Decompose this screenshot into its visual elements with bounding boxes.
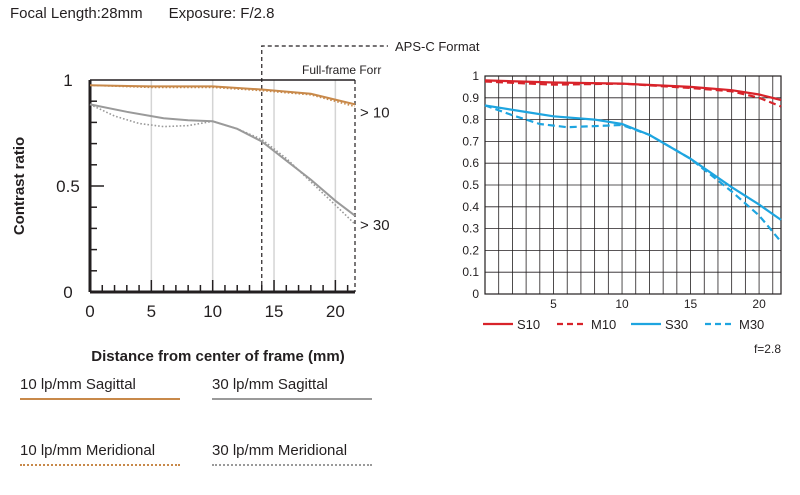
x-tick-label: 10 — [203, 302, 222, 321]
series-line-m30 — [89, 103, 356, 225]
y-tick-label: 0 — [472, 287, 479, 301]
series-line-m30 — [484, 104, 782, 243]
exposure-label: Exposure: F/2.8 — [168, 5, 275, 22]
series-line-m10 — [89, 84, 356, 108]
series-line-s10 — [484, 79, 782, 102]
y-axis-title: Contrast ratio — [11, 137, 28, 235]
x-tick-label: 20 — [752, 297, 766, 311]
y-tick-label: 1 — [472, 69, 479, 83]
x-tick-label: 0 — [85, 302, 94, 321]
legend-label-s10: 10 lp/mm Sagittal — [20, 376, 136, 393]
legend-label-m10: 10 lp/mm Meridional — [20, 442, 156, 459]
y-tick-label: 0.5 — [56, 177, 80, 196]
y-tick-label: 0.5 — [462, 178, 479, 192]
y-tick-label: 0.3 — [462, 222, 479, 236]
x-tick-label: 10 — [615, 297, 629, 311]
legend-swatch-s30 — [212, 398, 372, 400]
x-tick-label: 5 — [147, 302, 156, 321]
y-tick-label: 0.6 — [462, 156, 479, 170]
y-tick-label: 0.8 — [462, 113, 479, 127]
y-tick-label: 0.1 — [462, 265, 479, 279]
series-line-s10 — [89, 84, 356, 106]
x-axis-title: Distance from center of frame (mm) — [91, 348, 344, 365]
y-tick-label: 0.2 — [462, 243, 479, 257]
y-tick-label: 0 — [63, 283, 72, 302]
x-tick-label: 20 — [326, 302, 345, 321]
x-tick-label: 15 — [265, 302, 284, 321]
plot-frame — [484, 75, 782, 295]
series-annotation-30: > 30 — [360, 217, 390, 234]
header: Focal Length:28mm Exposure: F/2.8 — [10, 5, 274, 22]
legend-label-m30: 30 lp/mm Meridional — [212, 442, 348, 459]
legend-label-m30: M30 — [739, 317, 764, 332]
legend-swatch-m10 — [20, 464, 180, 466]
x-tick-label: 15 — [684, 297, 698, 311]
focal-length-label: Focal Length:28mm — [10, 5, 143, 22]
series-annotation-10: > 10 — [360, 104, 390, 121]
legend-swatch-s10 — [20, 398, 180, 400]
legend-swatch-m30 — [212, 464, 372, 466]
y-tick-label: 0.7 — [462, 134, 479, 148]
series-line-s30 — [484, 104, 782, 221]
apsc-format-label: APS-C Format — [395, 39, 480, 54]
legend-label-s30: 30 lp/mm Sagittal — [212, 376, 328, 393]
y-tick-label: 0.4 — [462, 200, 479, 214]
legend-label-m10: M10 — [591, 317, 616, 332]
apsc-boundary-line — [261, 45, 388, 292]
legend-label-s30: S30 — [665, 317, 688, 332]
legend-label-s10: S10 — [517, 317, 540, 332]
series-line-m10 — [484, 80, 782, 108]
aperture-footnote: f=2.8 — [754, 342, 781, 356]
y-tick-label: 1 — [63, 71, 72, 90]
x-tick-label: 5 — [550, 297, 557, 311]
fullframe-format-label: Full-frame Forr — [302, 63, 381, 77]
y-tick-label: 0.9 — [462, 91, 479, 105]
